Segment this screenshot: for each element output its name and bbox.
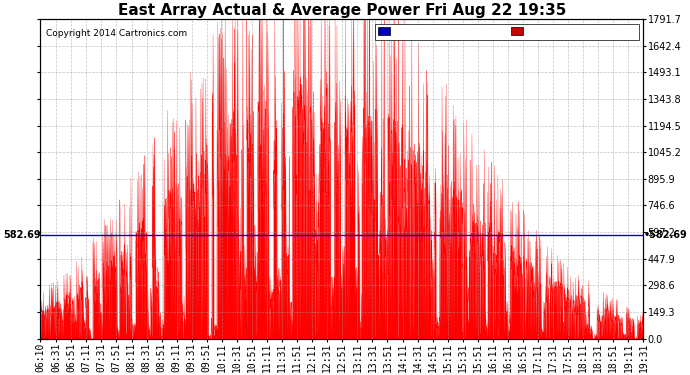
Legend: Average  (DC Watts), East Array  (DC Watts): Average (DC Watts), East Array (DC Watts… [375,24,639,40]
Text: •582.69: •582.69 [644,230,687,240]
Title: East Array Actual & Average Power Fri Aug 22 19:35: East Array Actual & Average Power Fri Au… [118,3,566,18]
Text: Copyright 2014 Cartronics.com: Copyright 2014 Cartronics.com [46,28,188,38]
Text: 582.69: 582.69 [3,230,41,240]
